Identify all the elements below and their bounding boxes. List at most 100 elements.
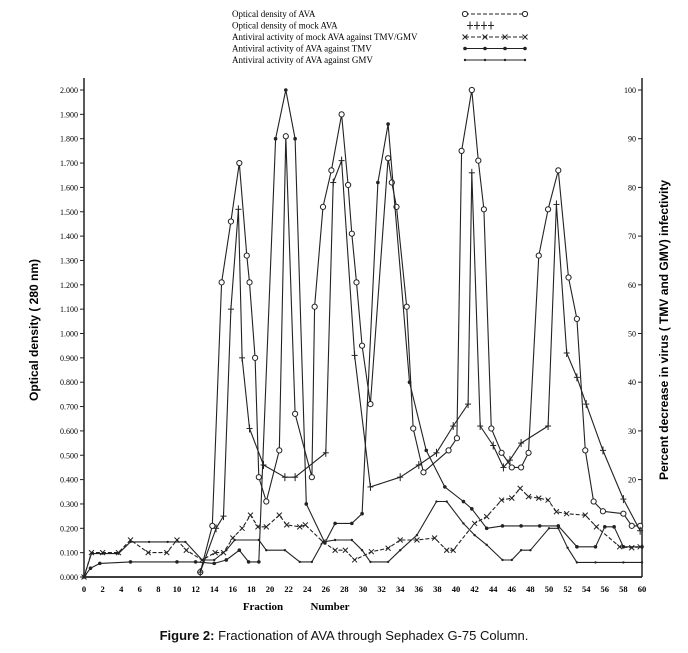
data-point (628, 522, 635, 529)
data-point (386, 560, 390, 564)
series-4 (82, 500, 644, 579)
series-1 (197, 156, 644, 577)
x-tick-label: 18 (247, 584, 256, 594)
data-point (506, 456, 513, 465)
data-point (415, 460, 422, 469)
y-tick-label: 1.700 (60, 159, 78, 168)
x-b (296, 523, 303, 530)
x-b (471, 520, 478, 527)
data-point (293, 136, 297, 141)
data-point (563, 348, 570, 357)
data-point (557, 527, 560, 530)
x-b (127, 537, 134, 543)
x-tick-label: 0 (82, 584, 86, 594)
data-point (535, 495, 542, 501)
data-point (498, 497, 505, 503)
data-point (612, 525, 616, 529)
data-point (545, 497, 551, 503)
y-tick-label: 1.200 (60, 281, 78, 290)
data-point (252, 354, 259, 361)
series-0 (197, 86, 644, 576)
x-tick-label: 40 (452, 584, 461, 594)
legend-marker (483, 58, 487, 62)
data-point (403, 303, 410, 310)
x-b (229, 535, 236, 541)
data-point (348, 230, 355, 237)
data-point (500, 463, 507, 472)
x-b (239, 525, 245, 532)
data-point (385, 545, 391, 552)
data-point (640, 561, 644, 564)
x-b (535, 495, 542, 501)
y-tick-label: 0.300 (60, 500, 78, 509)
x-tick-label: 30 (359, 584, 368, 594)
data-point (553, 200, 560, 209)
data-point (302, 522, 309, 528)
data-point (213, 524, 220, 533)
series-2 (81, 485, 643, 580)
data-point (445, 447, 452, 454)
data-point (386, 122, 390, 126)
x-b (525, 493, 532, 500)
data-point (260, 460, 267, 469)
data-point (620, 510, 627, 517)
data-point (470, 507, 474, 511)
x-b (255, 523, 261, 530)
data-point (322, 448, 329, 457)
legend-marker (481, 21, 487, 30)
data-point (350, 538, 354, 542)
data-point (535, 252, 542, 259)
data-point (518, 439, 525, 448)
x-tick-label: 10 (173, 584, 182, 594)
data-point (281, 473, 288, 482)
x-b (545, 497, 551, 503)
data-point (594, 561, 597, 564)
y-tick-label: 1.300 (60, 256, 78, 265)
axes: 0.000 0.100 0.200 0.300 0.400 0.500 0.600 0.700… (60, 78, 646, 594)
x-tick-label: 46 (508, 584, 517, 594)
data-point (212, 549, 218, 556)
data-point (616, 543, 623, 550)
x-b (443, 547, 450, 554)
x-tick-label: 60 (638, 584, 647, 594)
legend-symbol (463, 58, 527, 62)
data-point (518, 464, 525, 471)
data-point (292, 473, 299, 482)
legend-marker (521, 10, 529, 18)
x-b (414, 537, 420, 543)
data-point (603, 525, 607, 529)
x-b (462, 34, 468, 40)
data-point (284, 88, 288, 92)
legend-marker (482, 34, 488, 40)
data-point (265, 549, 268, 552)
data-point (385, 155, 392, 162)
data-point (525, 449, 532, 456)
data-point (484, 526, 489, 531)
data-point (508, 495, 515, 501)
legend-marker (463, 58, 467, 62)
data-point (90, 552, 93, 555)
data-point (233, 538, 236, 542)
y-tick-label: 0.700 (60, 403, 78, 412)
data-point (145, 549, 152, 556)
data-point (443, 485, 447, 489)
x-b (450, 547, 457, 554)
x-b (593, 523, 600, 530)
data-point (461, 499, 466, 504)
y-tick-label: 0.200 (60, 524, 78, 533)
legend-marker (503, 58, 507, 62)
data-point (220, 512, 227, 521)
data-point (82, 575, 86, 579)
data-point (545, 422, 552, 431)
x-b (628, 544, 635, 551)
x-b (397, 537, 404, 543)
data-point (583, 400, 590, 409)
y2-tick-label: 20 (628, 476, 636, 485)
data-point (200, 558, 204, 562)
y-tick-label: 1.500 (60, 208, 78, 217)
data-point (415, 533, 419, 537)
data-point (537, 524, 542, 528)
legend-marker (523, 58, 527, 62)
data-point (556, 524, 561, 528)
